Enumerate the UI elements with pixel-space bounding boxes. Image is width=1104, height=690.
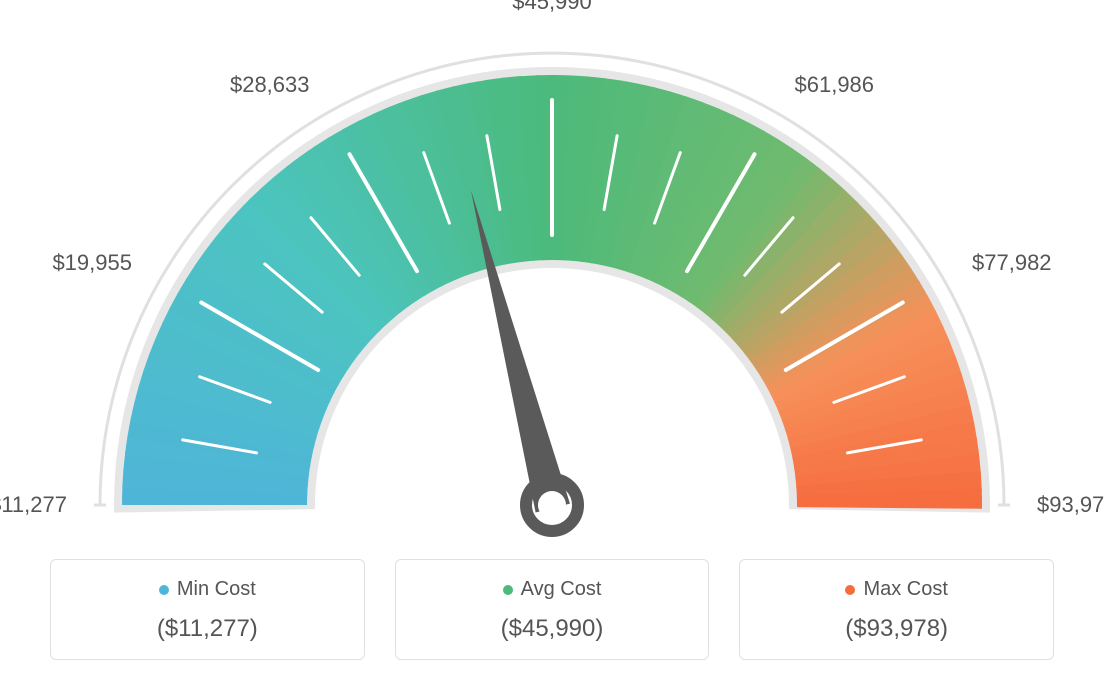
- min-cost-label-row: Min Cost: [71, 578, 344, 601]
- scale-label: $93,978: [1037, 492, 1104, 518]
- min-cost-label: Min Cost: [177, 578, 256, 601]
- avg-cost-value: ($45,990): [416, 615, 689, 643]
- summary-cards: Min Cost ($11,277) Avg Cost ($45,990) Ma…: [50, 559, 1054, 660]
- min-cost-card: Min Cost ($11,277): [50, 559, 365, 660]
- scale-label: $45,990: [512, 0, 592, 15]
- avg-cost-card: Avg Cost ($45,990): [395, 559, 710, 660]
- avg-cost-dot: [503, 585, 513, 595]
- max-cost-dot: [845, 585, 855, 595]
- avg-cost-label-row: Avg Cost: [416, 578, 689, 601]
- scale-label: $28,633: [230, 72, 310, 98]
- min-cost-dot: [159, 585, 169, 595]
- gauge-svg: [0, 0, 1104, 550]
- max-cost-card: Max Cost ($93,978): [739, 559, 1054, 660]
- max-cost-label-row: Max Cost: [760, 578, 1033, 601]
- max-cost-value: ($93,978): [760, 615, 1033, 643]
- scale-label: $77,982: [972, 250, 1052, 276]
- gauge-chart-container: $11,277 $19,955 $28,633 $45,990 $61,986 $77,9…: [0, 0, 1104, 690]
- scale-label: $61,986: [795, 72, 875, 98]
- max-cost-label: Max Cost: [863, 578, 947, 601]
- scale-label: $19,955: [52, 250, 132, 276]
- min-cost-value: ($11,277): [71, 615, 344, 643]
- avg-cost-label: Avg Cost: [521, 578, 602, 601]
- scale-label: $11,277: [0, 492, 67, 518]
